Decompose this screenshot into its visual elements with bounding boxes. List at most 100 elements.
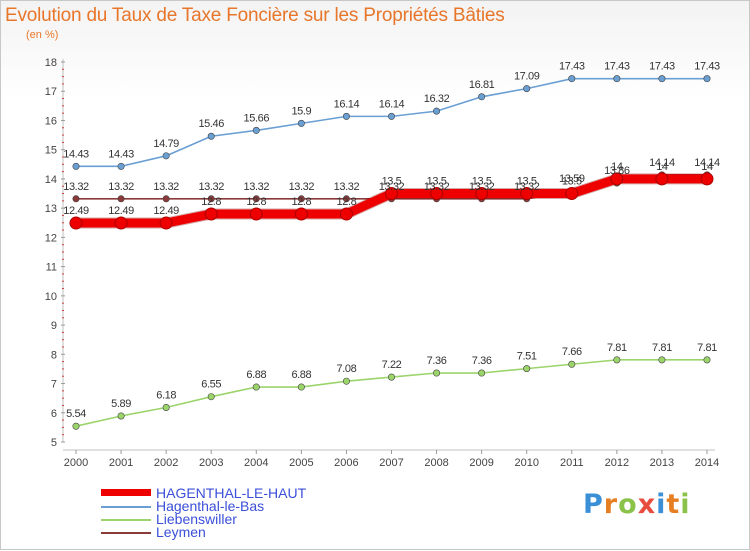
data-label-liebenswiller: 7.36 — [427, 355, 447, 367]
x-tick-label: 2013 — [650, 457, 674, 469]
data-point-leymen — [117, 195, 125, 203]
data-point-liebenswiller — [387, 373, 395, 381]
data-label-liebenswiller: 7.51 — [517, 351, 537, 363]
data-point-hagenthal-le-haut — [114, 216, 128, 230]
data-label-hagenthal-le-bas: 17.43 — [694, 61, 720, 73]
data-label-hagenthal-le-haut: 12.49 — [63, 205, 89, 217]
legend-label: Leymen — [156, 524, 206, 540]
data-point-hagenthal-le-haut — [430, 187, 444, 201]
data-point-hagenthal-le-haut — [159, 216, 173, 230]
x-tick-label: 2002 — [154, 457, 178, 469]
logo-letter: P — [583, 489, 604, 520]
data-label-hagenthal-le-bas: 17.43 — [604, 61, 630, 73]
data-label-hagenthal-le-bas: 14.43 — [63, 148, 89, 160]
y-tick-label: 12 — [45, 232, 57, 244]
data-label-leymen: 13.86 — [604, 165, 630, 177]
data-label-leymen: 13.32 — [289, 181, 315, 193]
y-tick-label: 10 — [45, 291, 57, 303]
data-label-leymen: 13.32 — [334, 181, 360, 193]
data-point-hagenthal-le-haut — [610, 172, 624, 186]
data-point-hagenthal-le-haut — [655, 172, 669, 186]
data-label-leymen: 13.59 — [559, 173, 585, 185]
data-label-leymen: 13.32 — [198, 181, 224, 193]
x-tick-label: 2004 — [244, 457, 268, 469]
data-point-liebenswiller — [613, 356, 621, 364]
data-label-hagenthal-le-haut: 13.5 — [562, 176, 582, 188]
data-point-liebenswiller — [297, 383, 305, 391]
data-label-leymen: 14.14 — [649, 157, 675, 169]
logo-letter: r — [603, 489, 619, 520]
data-point-hagenthal-le-bas — [207, 132, 215, 140]
data-label-liebenswiller: 7.22 — [382, 359, 402, 371]
data-point-leymen — [342, 195, 350, 203]
data-label-hagenthal-le-haut: 12.8 — [337, 196, 357, 208]
legend-swatch — [101, 489, 151, 496]
y-tick-label: 6 — [51, 408, 57, 420]
data-point-liebenswiller — [72, 422, 80, 430]
y-tick-label: 7 — [51, 379, 57, 391]
data-point-hagenthal-le-bas — [568, 75, 576, 83]
data-label-hagenthal-le-bas: 15.46 — [198, 118, 224, 130]
axes: 5 6 7 8 9 10 11 12 13 14 15 16 17 18 2000 2001 2002 2003 2… — [45, 57, 719, 469]
data-label-leymen: 13.32 — [469, 181, 495, 193]
data-point-hagenthal-le-bas — [387, 112, 395, 120]
data-point-hagenthal-le-bas — [433, 107, 441, 115]
y-tick-label: 16 — [45, 115, 57, 127]
data-label-liebenswiller: 6.18 — [156, 390, 176, 402]
y-tick-label: 8 — [51, 349, 57, 361]
y-tick-label: 18 — [45, 57, 57, 69]
data-point-hagenthal-le-bas — [658, 75, 666, 83]
data-point-hagenthal-le-bas — [342, 112, 350, 120]
data-label-leymen: 13.32 — [514, 181, 540, 193]
data-point-hagenthal-le-haut — [565, 187, 579, 201]
x-tick-label: 2010 — [514, 457, 538, 469]
data-label-liebenswiller: 6.55 — [201, 379, 221, 391]
legend-label: Hagenthal-le-Bas — [156, 498, 265, 514]
chart-title: Evolution du Taux de Taxe Foncière sur l… — [5, 5, 505, 26]
x-tick-label: 2005 — [289, 457, 313, 469]
y-axis-unit: (en %) — [26, 29, 59, 41]
data-label-hagenthal-le-bas: 14.79 — [153, 138, 179, 150]
data-label-hagenthal-le-haut: 13.5 — [472, 176, 492, 188]
y-tick-label: 14 — [45, 174, 57, 186]
x-tick-label: 2012 — [605, 457, 629, 469]
y-tick-label: 5 — [51, 437, 57, 449]
data-label-hagenthal-le-haut: 13.5 — [517, 176, 537, 188]
data-label-hagenthal-le-haut: 13.5 — [427, 176, 447, 188]
data-point-hagenthal-le-haut — [475, 187, 489, 201]
data-label-liebenswiller: 7.36 — [472, 355, 492, 367]
data-label-hagenthal-le-bas: 17.09 — [514, 71, 540, 83]
data-label-leymen: 13.32 — [108, 181, 134, 193]
data-label-leymen: 13.32 — [153, 181, 179, 193]
data-point-hagenthal-le-bas — [478, 93, 486, 101]
data-label-leymen: 13.32 — [424, 181, 450, 193]
data-point-liebenswiller — [433, 369, 441, 377]
data-point-hagenthal-le-bas — [703, 75, 711, 83]
x-tick-label: 2011 — [560, 457, 584, 469]
data-label-liebenswiller: 7.66 — [562, 346, 582, 358]
data-point-liebenswiller — [568, 360, 576, 368]
data-point-liebenswiller — [478, 369, 486, 377]
legend-swatch — [101, 506, 151, 508]
data-labels-layer: 13.32 13.32 13.32 13.32 13.32 13.32 13.32 13.32… — [63, 61, 720, 421]
data-label-hagenthal-le-bas: 16.81 — [469, 79, 495, 91]
data-point-leymen — [162, 195, 170, 203]
data-point-hagenthal-le-haut — [700, 172, 714, 186]
logo-letter: i — [680, 489, 691, 520]
y-tick-label: 15 — [45, 145, 57, 157]
legend-swatch — [101, 532, 151, 534]
data-point-hagenthal-le-haut — [249, 207, 263, 221]
data-point-liebenswiller — [207, 393, 215, 401]
logo-letter: o — [618, 489, 638, 520]
data-point-liebenswiller — [658, 356, 666, 364]
data-label-leymen: 13.32 — [379, 181, 405, 193]
logo-letter: i — [656, 489, 667, 520]
data-point-hagenthal-le-bas — [117, 162, 125, 170]
logo-letter: x — [637, 489, 657, 520]
data-point-hagenthal-le-bas — [162, 152, 170, 160]
data-label-liebenswiller: 7.81 — [607, 342, 627, 354]
data-label-hagenthal-le-haut: 13.5 — [382, 176, 402, 188]
data-point-hagenthal-le-haut — [69, 216, 83, 230]
x-tick-label: 2006 — [334, 457, 358, 469]
data-label-liebenswiller: 6.88 — [291, 369, 311, 381]
